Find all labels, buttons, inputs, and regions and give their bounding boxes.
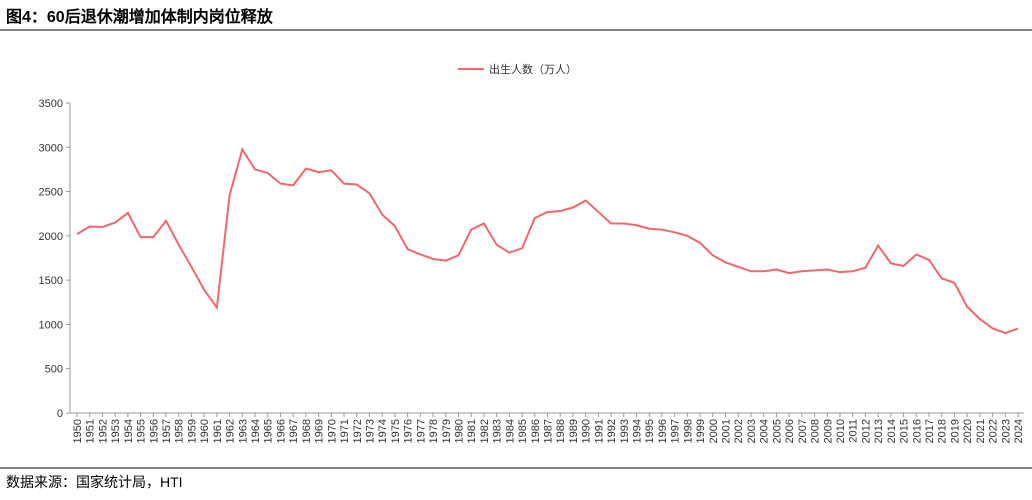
x-tick-label: 1979 <box>441 419 453 443</box>
x-tick-label: 1987 <box>543 419 555 443</box>
source-note: 数据来源：国家统计局，HTI <box>6 474 183 490</box>
x-tick-label: 1989 <box>568 419 580 443</box>
x-tick-label: 2023 <box>1000 419 1012 443</box>
x-tick-label: 1958 <box>174 419 186 443</box>
x-tick-label: 1985 <box>517 419 529 443</box>
x-tick-label: 2021 <box>975 419 987 443</box>
x-tick-label: 1957 <box>161 419 173 443</box>
x-tick-label: 1962 <box>225 419 237 443</box>
x-tick-label: 1969 <box>314 419 326 443</box>
x-tick-label: 1966 <box>275 419 287 443</box>
x-tick-label: 2015 <box>899 419 911 443</box>
x-tick-label: 2018 <box>937 419 949 443</box>
x-tick-label: 2010 <box>835 419 847 443</box>
x-tick-label: 1952 <box>97 419 109 443</box>
x-tick-label: 1988 <box>555 419 567 443</box>
x-tick-label: 1977 <box>415 419 427 443</box>
x-tick-label: 1963 <box>237 419 249 443</box>
y-tick-label: 500 <box>45 364 63 376</box>
x-tick-label: 1972 <box>352 419 364 443</box>
x-tick-label: 2001 <box>721 419 733 443</box>
x-tick-label: 2020 <box>962 419 974 443</box>
x-tick-label: 2017 <box>924 419 936 443</box>
x-tick-label: 1983 <box>492 419 504 443</box>
x-tick-label: 1960 <box>199 419 211 443</box>
x-tick-label: 1955 <box>136 419 148 443</box>
y-tick-label: 2500 <box>39 187 63 199</box>
legend-label: 出生人数（万人） <box>489 62 577 76</box>
y-tick-label: 3500 <box>39 98 63 110</box>
x-tick-label: 1959 <box>186 419 198 443</box>
y-tick-label: 2000 <box>39 231 63 243</box>
x-tick-label: 1961 <box>212 419 224 443</box>
x-tick-label: 1976 <box>403 419 415 443</box>
x-tick-label: 1992 <box>606 419 618 443</box>
y-tick-label: 3000 <box>39 142 63 154</box>
x-tick-label: 2002 <box>733 419 745 443</box>
figure-title: 图4：60后退休潮增加体制内岗位释放 <box>6 7 274 26</box>
data-line <box>76 147 1019 335</box>
x-tick-label: 2009 <box>822 419 834 443</box>
x-tick-label: 1964 <box>250 419 262 443</box>
x-tick-label: 2013 <box>873 419 885 443</box>
x-tick-label: 1971 <box>339 419 351 443</box>
x-tick-label: 2006 <box>784 419 796 443</box>
x-tick-label: 2004 <box>759 419 771 443</box>
x-tick-label: 2012 <box>860 419 872 443</box>
x-tick-label: 2008 <box>810 419 822 443</box>
x-tick-label: 2011 <box>848 419 860 443</box>
x-tick-label: 1975 <box>390 419 402 443</box>
x-tick-label: 1993 <box>619 419 631 443</box>
y-tick-label: 1500 <box>39 275 63 287</box>
x-tick-label: 1995 <box>644 419 656 443</box>
x-tick-label: 1991 <box>593 419 605 443</box>
x-tick-label: 1951 <box>85 419 97 443</box>
y-tick-label: 0 <box>57 408 63 420</box>
x-tick-label: 1970 <box>326 419 338 443</box>
x-tick-label: 1994 <box>632 419 644 443</box>
x-tick-label: 2019 <box>949 419 961 443</box>
x-tick-label: 1965 <box>263 419 275 443</box>
x-tick-label: 1984 <box>504 419 516 443</box>
x-tick-label: 1967 <box>288 419 300 443</box>
x-tick-label: 1998 <box>682 419 694 443</box>
x-tick-label: 1968 <box>301 419 313 443</box>
x-tick-label: 2022 <box>988 419 1000 443</box>
x-tick-label: 1982 <box>479 419 491 443</box>
x-tick-label: 2007 <box>797 419 809 443</box>
x-tick-label: 2014 <box>886 419 898 443</box>
x-tick-label: 1996 <box>657 419 669 443</box>
x-tick-label: 2003 <box>746 419 758 443</box>
x-tick-label: 1974 <box>377 419 389 443</box>
y-tick-label: 1000 <box>39 319 63 331</box>
x-tick-label: 1997 <box>670 419 682 443</box>
x-tick-label: 2024 <box>1013 419 1025 443</box>
x-tick-label: 1956 <box>148 419 160 443</box>
x-tick-label: 1978 <box>428 419 440 443</box>
x-tick-label: 2016 <box>911 419 923 443</box>
x-tick-label: 2005 <box>771 419 783 443</box>
x-tick-label: 1999 <box>695 419 707 443</box>
x-tick-label: 1973 <box>364 419 376 443</box>
x-tick-label: 1990 <box>581 419 593 443</box>
x-tick-label: 1953 <box>110 419 122 443</box>
x-tick-label: 2000 <box>708 419 720 443</box>
x-tick-label: 1981 <box>466 419 478 443</box>
x-tick-label: 1986 <box>530 419 542 443</box>
x-tick-label: 1954 <box>123 419 135 443</box>
x-tick-label: 1980 <box>453 419 465 443</box>
x-tick-label: 1950 <box>72 419 84 443</box>
